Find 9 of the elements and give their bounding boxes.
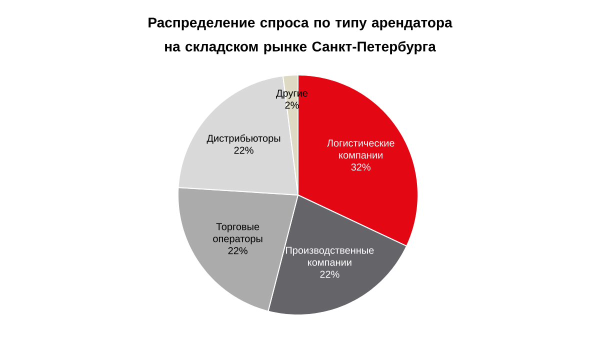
chart-title: Распределение спроса по типу арендатора на складском рынке Санкт-Петербурга — [148, 18, 452, 54]
slice-label: Торговые операторы — [213, 223, 262, 244]
data-label: 32% — [351, 164, 370, 171]
slice-label: Логистические компании — [327, 140, 394, 159]
slice-label: Производственные компании — [286, 246, 374, 266]
data-label: 22% — [228, 247, 248, 254]
slice-label: Дистрибьюторы — [206, 134, 280, 144]
data-label: 22% — [234, 146, 254, 154]
data-label: 22% — [320, 270, 340, 278]
